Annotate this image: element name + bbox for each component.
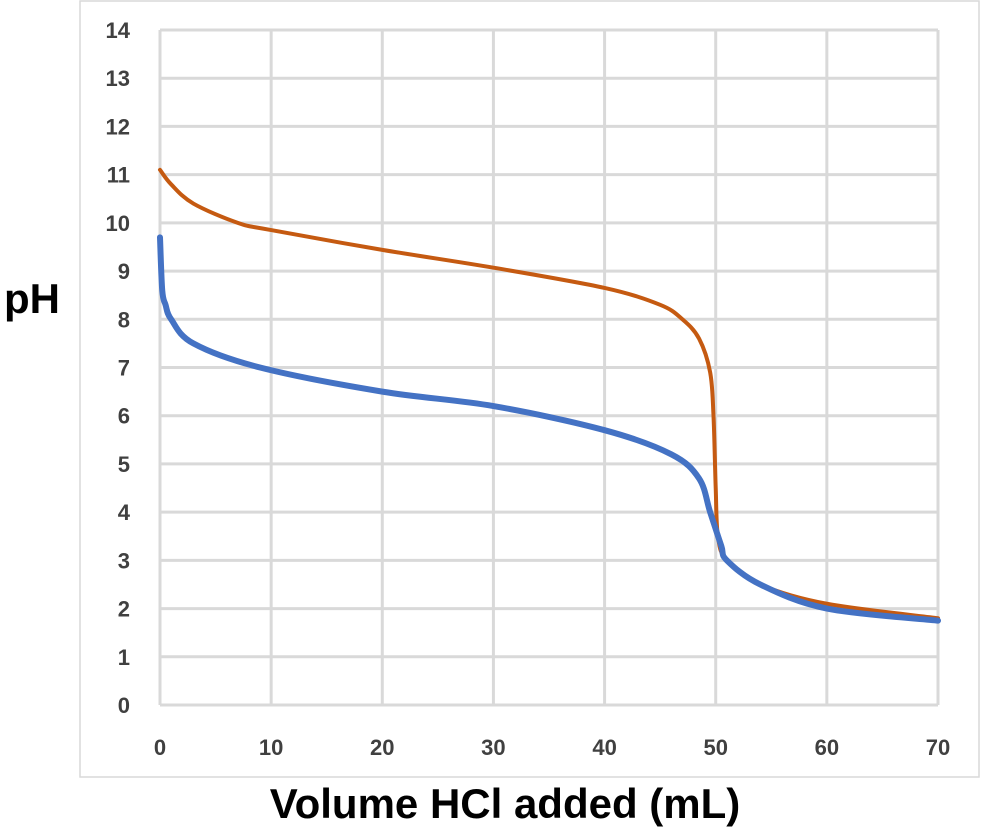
x-tick-label: 50 — [703, 735, 727, 760]
y-tick-label: 12 — [106, 114, 130, 139]
y-tick-label: 7 — [118, 356, 130, 381]
x-axis-label: Volume HCl added (mL) — [270, 780, 741, 827]
y-tick-label: 8 — [118, 307, 130, 332]
y-tick-label: 3 — [118, 548, 130, 573]
x-tick-label: 40 — [592, 735, 616, 760]
x-tick-label: 10 — [259, 735, 283, 760]
x-tick-label: 30 — [481, 735, 505, 760]
y-tick-label: 5 — [118, 452, 130, 477]
series-line-blue — [157, 234, 941, 624]
y-axis-label: pH — [4, 275, 60, 322]
y-tick-label: 0 — [118, 693, 130, 718]
y-tick-label: 9 — [118, 259, 130, 284]
y-tick-label: 2 — [118, 597, 130, 622]
x-tick-label: 60 — [815, 735, 839, 760]
y-tick-label: 1 — [118, 645, 130, 670]
y-tick-label: 14 — [106, 18, 131, 43]
y-tick-label: 4 — [118, 500, 131, 525]
y-tick-label: 13 — [106, 66, 130, 91]
y-tick-label: 6 — [118, 404, 130, 429]
y-tick-label: 10 — [106, 211, 130, 236]
chart-frame — [79, 0, 980, 778]
y-tick-label: 11 — [107, 163, 130, 188]
x-tick-label: 0 — [154, 735, 166, 760]
x-tick-label: 70 — [926, 735, 950, 760]
x-tick-label: 20 — [370, 735, 394, 760]
